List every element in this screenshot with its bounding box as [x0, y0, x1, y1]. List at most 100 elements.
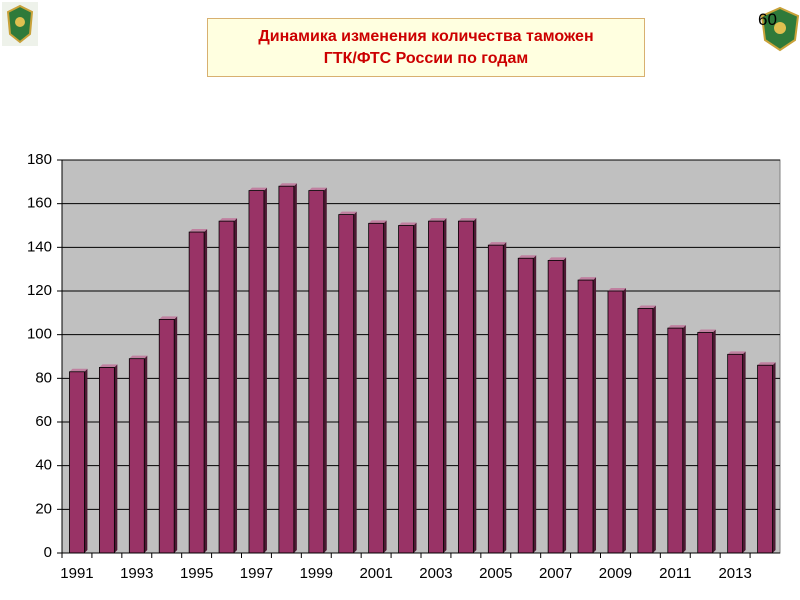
emblem-left: [2, 2, 38, 46]
x-tick-label: 2011: [659, 565, 691, 582]
y-tick-label: 180: [27, 151, 52, 168]
bar: [547, 260, 564, 554]
bar-top: [278, 183, 297, 187]
bar-top: [757, 362, 776, 366]
bar-side: [204, 229, 208, 554]
bar-top: [308, 187, 327, 191]
bar: [577, 279, 594, 554]
bar: [697, 332, 714, 554]
x-tick-label: 2009: [599, 565, 632, 582]
bar-top: [637, 305, 656, 309]
x-tick-label: 1999: [300, 565, 333, 582]
bar-side: [652, 305, 656, 553]
bar-top: [398, 222, 417, 226]
y-tick-label: 120: [27, 282, 52, 299]
bar: [69, 371, 85, 554]
bar-top: [368, 220, 387, 224]
bar-top: [99, 364, 118, 368]
y-tick-label: 0: [44, 544, 52, 561]
bar-side: [323, 187, 327, 554]
bar: [368, 222, 385, 554]
bar-side: [383, 220, 387, 554]
bar: [128, 358, 145, 554]
bar-side: [263, 187, 267, 554]
emblem-right: [760, 6, 800, 52]
bar-side: [772, 362, 776, 553]
bar-side: [353, 211, 357, 554]
bar: [517, 257, 534, 554]
bar-top: [248, 187, 267, 191]
bar-side: [84, 368, 88, 553]
bar-side: [174, 316, 178, 553]
bar: [757, 364, 773, 554]
bar-side: [563, 257, 567, 553]
x-tick-label: 1997: [240, 565, 273, 582]
bar-side: [413, 222, 417, 553]
bar: [218, 220, 235, 554]
bar: [667, 327, 684, 554]
bar-top: [129, 355, 148, 359]
bar-top: [488, 242, 507, 246]
bar: [158, 318, 175, 554]
bar-top: [548, 257, 567, 261]
slide-number: 60: [758, 10, 777, 29]
bar: [278, 185, 295, 554]
y-tick-label: 80: [35, 369, 52, 386]
bar-top: [338, 211, 357, 215]
bar-side: [682, 325, 686, 553]
bar-side: [114, 364, 118, 553]
slide-title: Динамика изменения количества таможен ГТ…: [207, 18, 645, 77]
bar: [457, 220, 474, 554]
bar-top: [578, 277, 597, 281]
bar-top: [727, 351, 746, 355]
bar-top: [428, 218, 447, 222]
y-tick-label: 40: [35, 457, 52, 474]
bar-top: [159, 316, 178, 320]
y-tick-label: 60: [35, 413, 52, 430]
bar-side: [712, 329, 716, 553]
bar-top: [219, 218, 238, 222]
x-tick-label: 2013: [718, 565, 751, 582]
bar: [727, 353, 744, 554]
bar-side: [144, 355, 148, 553]
bar-side: [293, 183, 297, 553]
bar: [98, 367, 115, 554]
bar-side: [533, 255, 537, 553]
x-tick-label: 1995: [180, 565, 213, 582]
bar-top: [518, 255, 537, 259]
x-tick-label: 2007: [539, 565, 572, 582]
bar-side: [742, 351, 746, 553]
y-tick-label: 160: [27, 195, 52, 212]
y-tick-label: 100: [27, 326, 52, 343]
bar-side: [622, 288, 626, 553]
x-tick-label: 1991: [60, 565, 93, 582]
x-tick-label: 2005: [479, 565, 512, 582]
bar: [607, 290, 624, 554]
bar: [188, 231, 205, 554]
bar: [428, 220, 444, 554]
bar-top: [697, 329, 716, 333]
bar-top: [189, 229, 208, 233]
bar-top: [667, 325, 686, 329]
bar: [248, 190, 265, 554]
bar-side: [593, 277, 597, 553]
bar: [398, 225, 414, 554]
y-tick-label: 140: [27, 238, 52, 255]
bar-top: [458, 218, 477, 222]
x-tick-label: 2003: [419, 565, 452, 582]
x-tick-label: 2001: [359, 565, 392, 582]
bar-side: [503, 242, 507, 553]
x-tick-label: 1993: [120, 565, 153, 582]
bar-side: [473, 218, 477, 553]
bar-side: [443, 218, 447, 553]
bar-side: [234, 218, 238, 553]
y-tick-label: 20: [35, 500, 52, 517]
bar-top: [69, 368, 88, 372]
bar: [487, 244, 504, 554]
bar-top: [607, 288, 626, 291]
bar: [308, 190, 325, 554]
bar: [637, 308, 654, 554]
bar: [338, 214, 355, 554]
